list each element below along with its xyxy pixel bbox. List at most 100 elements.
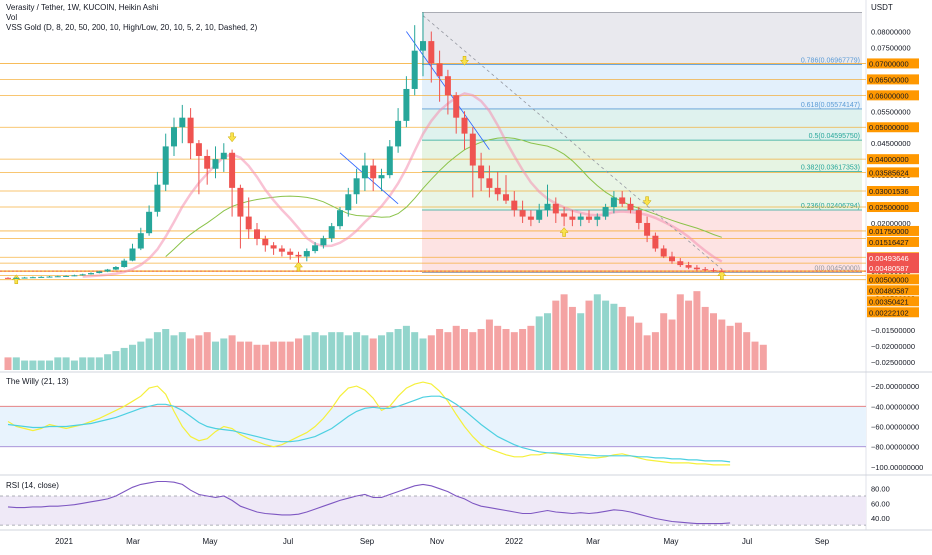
volume-bar: [12, 357, 20, 370]
current-price-badge: [867, 253, 919, 263]
ma-pink-line: [82, 92, 723, 278]
volume-bar: [535, 316, 543, 370]
volume-bar: [319, 335, 327, 370]
candle-body: [602, 207, 609, 217]
candle-body: [5, 277, 11, 279]
volume-bar: [485, 319, 493, 370]
time-tick-label: May: [663, 537, 678, 546]
candle-body: [361, 165, 368, 179]
rsi-pane: [0, 480, 866, 526]
candle-body: [395, 120, 402, 147]
volume-bar: [286, 341, 294, 370]
candle-body: [353, 178, 360, 195]
trend-line-dashed: [422, 15, 723, 270]
candle-body: [527, 216, 534, 220]
volume-bar: [627, 316, 634, 370]
candle-body: [212, 159, 219, 169]
volume-bar: [162, 329, 170, 370]
volume-bar: [145, 338, 153, 370]
price-level-value: 0.02500000: [869, 203, 909, 212]
volume-bar: [726, 325, 734, 370]
candle-body: [21, 277, 28, 279]
candle-body: [171, 127, 177, 147]
candle-body: [112, 267, 119, 270]
volume-bar: [261, 344, 269, 370]
willy-tick-label: −80.00000000: [871, 443, 919, 452]
candle-body: [88, 273, 94, 275]
volume-bar: [593, 294, 601, 370]
candle-body: [660, 248, 667, 257]
candle-body: [718, 270, 725, 272]
candle-body: [320, 238, 327, 246]
fib-label: 0.5(0.04595750): [809, 133, 860, 140]
candle-body: [345, 194, 352, 211]
time-tick-label: Mar: [586, 537, 600, 546]
volume-bars: [4, 291, 767, 370]
volume-bar: [461, 329, 468, 370]
signal-arrow-icon: [459, 55, 470, 66]
candle-body: [96, 271, 103, 274]
volume-bar: [701, 306, 709, 370]
candle-body: [403, 88, 410, 121]
volume-bar: [544, 313, 551, 370]
time-tick-label: Jul: [283, 537, 293, 546]
rsi-tick-label: 60.00: [871, 499, 890, 508]
chart-title: Verasity / Tether, 1W, KUCOIN, Heikin As…: [6, 3, 159, 12]
rsi-tick-label: 40.00: [871, 514, 890, 523]
volume-bar: [195, 335, 203, 370]
rsi-band: [0, 496, 866, 526]
volume-bar: [419, 338, 427, 370]
volume-bar: [129, 344, 136, 370]
willy-band: [0, 406, 866, 447]
volume-bar: [494, 325, 502, 370]
willy-legend: The Willy (21, 13): [6, 377, 69, 386]
volume-bar: [402, 325, 410, 370]
fib-label: 0(0.00450000): [814, 265, 860, 272]
price-level-badge: [867, 236, 919, 247]
candle-body: [702, 269, 709, 271]
volume-bar: [236, 341, 244, 370]
fib-zone: [422, 64, 862, 109]
candle-body: [79, 274, 86, 276]
volume-bar: [361, 335, 369, 370]
volume-bar: [568, 306, 576, 370]
volume-bar: [212, 341, 219, 370]
candle-body: [536, 210, 543, 220]
volume-bar: [660, 313, 668, 370]
candle-body: [54, 276, 61, 278]
volume-bar: [203, 332, 211, 370]
fib-zone: [422, 108, 862, 141]
volume-bar: [552, 300, 560, 370]
volume-bar: [4, 357, 12, 370]
volume-bar: [278, 341, 286, 370]
candle-body: [71, 275, 78, 277]
volume-bar: [452, 325, 460, 370]
volume-bar: [79, 357, 87, 370]
rsi-line: [7, 480, 731, 525]
candle-body: [262, 238, 269, 246]
candle-body: [204, 155, 211, 169]
price-tick-label: 0.05500000: [871, 107, 911, 116]
price-level-badge: [867, 186, 919, 197]
candle-body: [137, 233, 144, 249]
candle-body: [337, 210, 343, 227]
price-level-badge: [867, 225, 919, 236]
price-level-value: 0.00350421: [869, 297, 909, 306]
time-tick-label: Mar: [126, 537, 140, 546]
volume-bar: [635, 322, 643, 370]
candle-body: [428, 41, 435, 64]
candle-body: [644, 222, 651, 236]
price-level-badge: [867, 202, 919, 213]
volume-bar: [444, 332, 452, 370]
current-price-value: 0.00493646: [869, 254, 909, 263]
volume-bar: [62, 357, 70, 370]
volume-bar: [710, 313, 717, 370]
rsi-legend: RSI (14, close): [6, 481, 59, 490]
time-axis: 2021 Mar May Jul Sep Nov 2022 Mar May Jul Sep: [55, 537, 830, 546]
volume-bar: [253, 344, 261, 370]
price-level-value: 0.00500000: [869, 275, 909, 284]
candle-body: [386, 146, 393, 176]
candle-body: [486, 178, 493, 188]
